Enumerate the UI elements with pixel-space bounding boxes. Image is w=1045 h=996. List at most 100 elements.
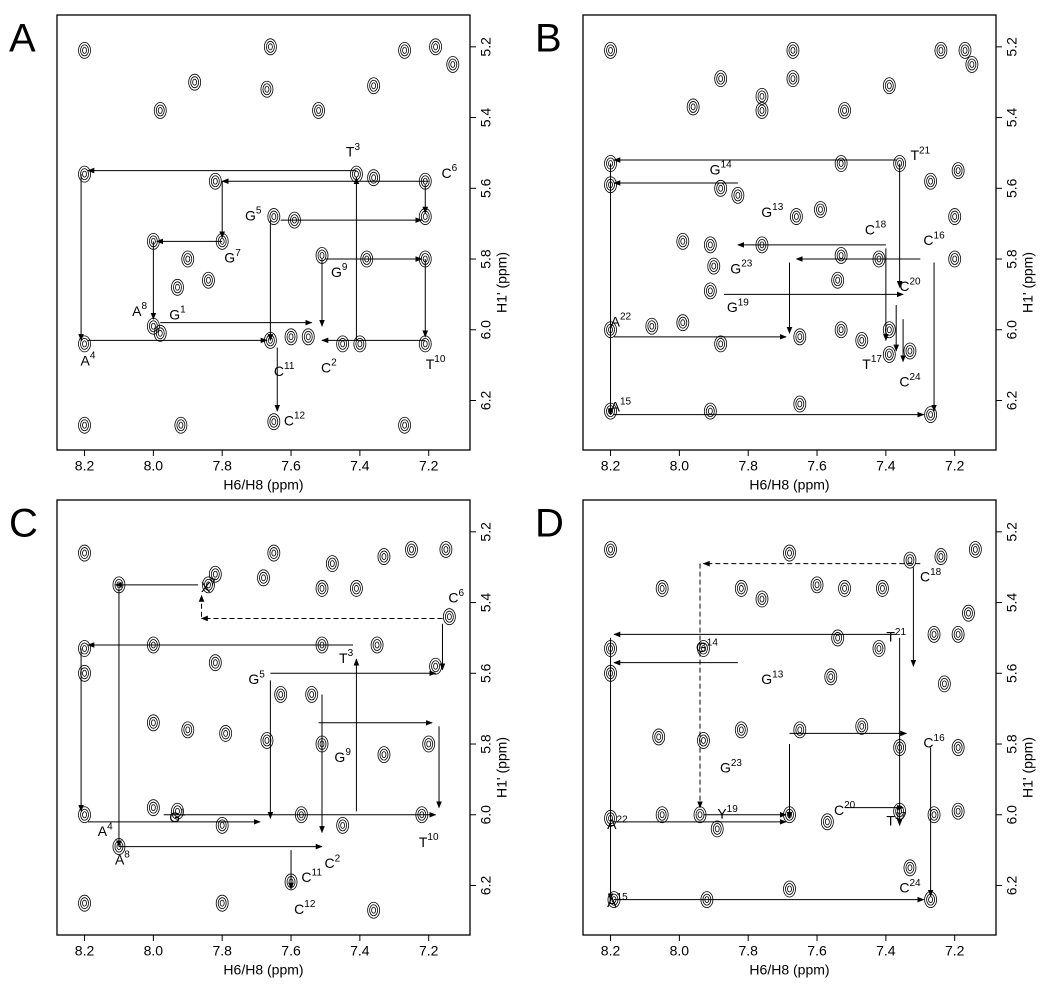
x-tick-label: 8.2 [601, 943, 621, 959]
figure: A8.28.07.87.67.47.25.25.45.65.86.06.2H6/… [0, 0, 1045, 996]
y-tick-label: 5.2 [1004, 522, 1020, 542]
peak [430, 39, 442, 55]
residue-label: T17 [862, 354, 882, 372]
residue-number: 14 [707, 637, 719, 648]
peak [302, 329, 314, 345]
residue-label: G5 [245, 205, 262, 223]
x-tick-label: 8.0 [670, 943, 690, 959]
residue-number: 17 [871, 354, 883, 365]
residue-number: 6 [452, 163, 458, 174]
peak [704, 403, 716, 419]
peak [182, 722, 194, 738]
x-tick-label: 8.2 [601, 458, 621, 474]
residue-label: G23 [730, 258, 752, 276]
residue-number: 9 [342, 262, 348, 273]
x-tick-label: 8.0 [144, 943, 164, 959]
y-tick-label: 5.6 [478, 178, 494, 198]
peak [925, 407, 937, 423]
residue-label: T21 [910, 145, 930, 163]
residue-label: G9 [334, 747, 351, 765]
peak [835, 247, 847, 263]
peak [811, 577, 823, 593]
x-tick-label: 7.2 [945, 943, 965, 959]
x-axis-label: H6/H8 (ppm) [749, 962, 829, 978]
peak [268, 414, 280, 430]
peak [202, 272, 214, 288]
peak [209, 655, 221, 671]
peak [268, 545, 280, 561]
residue-number: 16 [934, 230, 946, 241]
x-tick-label: 7.6 [281, 458, 301, 474]
residue-label: A22 [607, 814, 628, 832]
peak [189, 74, 201, 90]
y-tick-label: 6.0 [1004, 805, 1020, 825]
residue-label: C11 [301, 867, 322, 885]
residue-label: C18 [920, 566, 942, 584]
residue-number: 3 [354, 142, 360, 153]
peak [969, 542, 981, 558]
residue-number: 20 [909, 276, 921, 287]
residue-label: G1 [169, 304, 186, 322]
panel: C8.28.07.87.67.47.25.25.45.65.86.06.2H6/… [9, 500, 510, 978]
peak [883, 347, 895, 363]
residue-number: 22 [620, 311, 632, 322]
y-tick-label: 5.4 [1004, 108, 1020, 128]
peak [447, 57, 459, 73]
peak [405, 542, 417, 558]
peak [419, 336, 431, 352]
peak [938, 676, 950, 692]
peak [677, 315, 689, 331]
residue-label: A4 [81, 350, 96, 368]
peak [79, 545, 91, 561]
peak [904, 860, 916, 876]
plot-frame [583, 500, 996, 935]
residue-label: C2 [324, 853, 340, 871]
y-tick-label: 5.8 [478, 249, 494, 269]
peak [856, 718, 868, 734]
residue-label: C6 [448, 588, 464, 606]
residue-label: T17 [886, 810, 906, 828]
peak [677, 233, 689, 249]
peak [605, 42, 617, 58]
residue-label: G7 [224, 248, 241, 266]
residue-label: A8 [132, 301, 147, 319]
peak [697, 732, 709, 748]
peak [756, 88, 768, 104]
y-axis-label: H1' (ppm) [494, 737, 510, 798]
residue-label: T21 [886, 627, 906, 645]
peak [378, 549, 390, 565]
residue-label: A15 [607, 892, 628, 910]
peak [715, 336, 727, 352]
peak [925, 173, 937, 189]
peak [154, 102, 166, 118]
peak [904, 552, 916, 568]
panel-label: B [535, 17, 562, 61]
peak [79, 641, 91, 657]
peak [216, 895, 228, 911]
peak [285, 329, 297, 345]
peak [787, 42, 799, 58]
x-tick-label: 7.8 [212, 458, 232, 474]
peak [839, 102, 851, 118]
y-tick-label: 6.0 [1004, 320, 1020, 340]
peak [839, 580, 851, 596]
residue-label: A15 [611, 396, 632, 414]
residue-label: G13 [761, 202, 783, 220]
peak [313, 102, 325, 118]
residue-number: 23 [741, 258, 753, 269]
peak [216, 817, 228, 833]
peak [354, 336, 366, 352]
peak [368, 78, 380, 94]
y-axis-label: H1' (ppm) [1020, 252, 1036, 313]
peak [814, 202, 826, 218]
x-tick-label: 7.8 [212, 943, 232, 959]
residue-number: 23 [731, 757, 743, 768]
residue-label: C11 [274, 361, 295, 379]
x-tick-label: 7.8 [738, 943, 758, 959]
peak [883, 78, 895, 94]
residue-number: 21 [895, 627, 907, 638]
residue-label: C24 [899, 878, 921, 896]
peak [368, 902, 380, 918]
peak [952, 163, 964, 179]
x-tick-label: 8.0 [144, 458, 164, 474]
